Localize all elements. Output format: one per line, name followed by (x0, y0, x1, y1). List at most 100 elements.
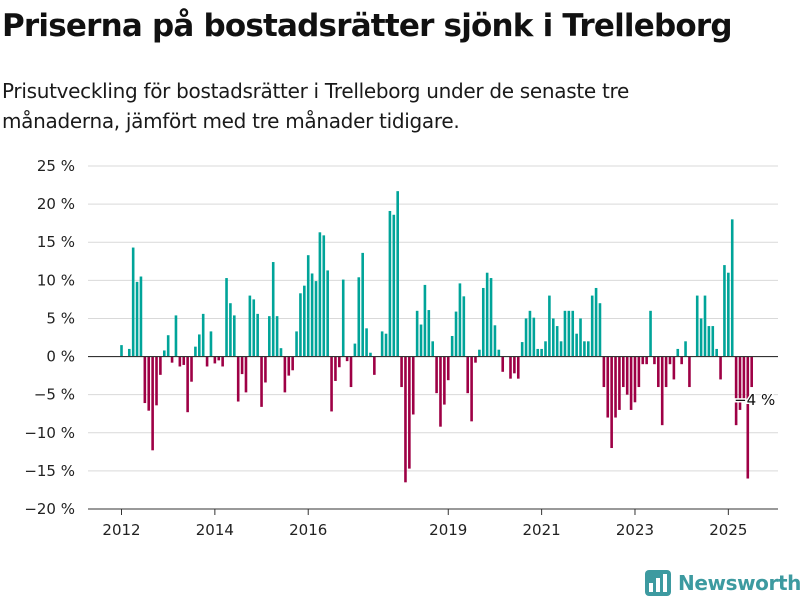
bar (622, 356, 625, 388)
bar (392, 214, 396, 357)
y-tick-label: 10 % (37, 271, 75, 289)
y-tick-label: −10 % (24, 424, 75, 442)
bar (279, 348, 283, 357)
bar (131, 247, 135, 357)
bar (166, 335, 170, 357)
bar (699, 318, 703, 357)
bar (318, 232, 322, 357)
bar (162, 350, 166, 357)
bar (668, 356, 672, 365)
bar (143, 356, 147, 404)
bar (587, 341, 590, 357)
bar (715, 348, 718, 357)
bar (369, 352, 372, 357)
bar (182, 356, 186, 365)
bar (454, 311, 458, 357)
bar (563, 310, 567, 357)
bar (283, 356, 287, 393)
bar (524, 318, 528, 357)
bar (240, 356, 244, 375)
bar (314, 281, 318, 357)
bar (540, 348, 543, 357)
bar (513, 356, 516, 374)
bar (462, 296, 466, 357)
bar (244, 356, 248, 393)
bar (353, 343, 357, 357)
bar (190, 356, 193, 382)
bar (719, 356, 722, 380)
bar (236, 356, 240, 402)
bar (345, 356, 349, 362)
bar (303, 285, 306, 357)
bar (334, 356, 337, 381)
bar (365, 328, 368, 357)
bar (174, 315, 178, 357)
bar (688, 356, 691, 388)
bar (657, 356, 660, 388)
bar (684, 341, 687, 357)
bar (559, 341, 563, 357)
bar (349, 356, 353, 388)
x-tick-label: 2012 (102, 521, 140, 539)
bar (287, 356, 291, 376)
bar (485, 272, 489, 357)
bar (252, 299, 256, 357)
bar (213, 356, 217, 364)
bar (727, 272, 730, 357)
brand-name: Newsworthy (678, 571, 800, 595)
bar (738, 356, 742, 410)
bar (606, 356, 610, 418)
bar (380, 331, 384, 357)
bar (260, 356, 263, 407)
bar (567, 310, 571, 357)
bar (423, 284, 427, 357)
bar (516, 356, 520, 379)
bar (291, 356, 294, 371)
y-tick-label: −5 % (34, 386, 75, 404)
bar (127, 348, 131, 357)
bar (326, 270, 329, 357)
bar (170, 356, 174, 363)
bar (734, 356, 738, 426)
x-tick-label: 2019 (429, 521, 467, 539)
y-tick-label: 15 % (37, 233, 75, 251)
bar (446, 356, 450, 381)
bar (610, 356, 613, 449)
bar (536, 348, 540, 357)
bar (256, 313, 259, 357)
gridlines (88, 165, 778, 510)
x-tick-label: 2023 (616, 521, 654, 539)
bar (221, 356, 224, 367)
bar (497, 349, 501, 357)
bar (695, 295, 699, 357)
bar (322, 235, 326, 357)
bar (493, 325, 497, 357)
bar (147, 356, 151, 411)
bar (361, 252, 364, 357)
bar (415, 310, 419, 357)
bar (579, 318, 582, 357)
bar (201, 313, 205, 357)
bar (427, 310, 431, 357)
bar (594, 287, 598, 357)
bar (233, 315, 236, 357)
bar (470, 356, 473, 422)
bar (443, 356, 446, 405)
bar (217, 356, 221, 361)
bar (275, 316, 279, 357)
bar (707, 326, 711, 357)
bar (614, 356, 617, 418)
bar (575, 333, 578, 357)
bar (209, 331, 213, 357)
bar (408, 356, 411, 469)
bar (388, 210, 392, 357)
bar (178, 356, 182, 367)
bar (357, 277, 361, 357)
bar (637, 356, 641, 388)
y-tick-label: −20 % (24, 500, 75, 518)
x-tick-label: 2025 (709, 521, 747, 539)
bar-chart-logo-icon (645, 570, 671, 596)
bar (419, 324, 423, 357)
bar (474, 356, 477, 363)
